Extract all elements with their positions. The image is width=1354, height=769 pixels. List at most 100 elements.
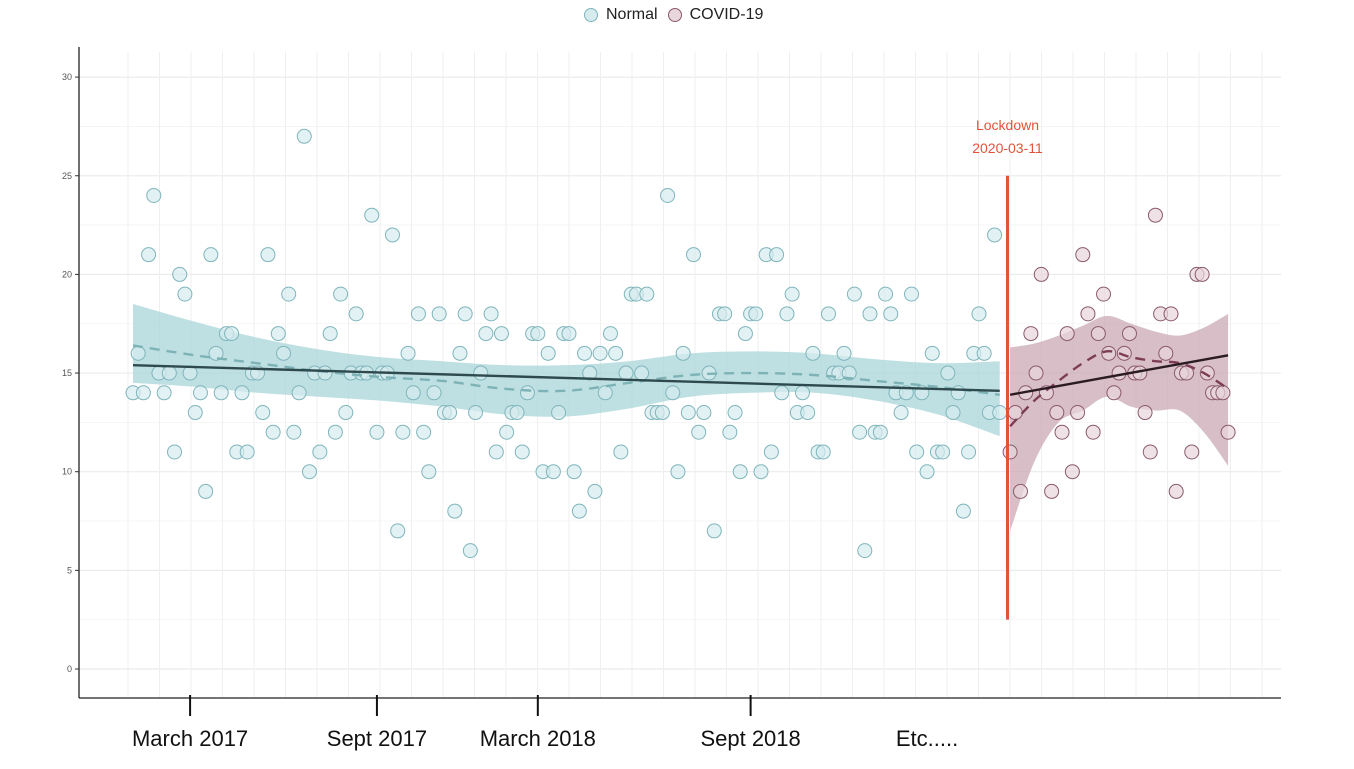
data-point-normal bbox=[587, 483, 603, 499]
data-point-normal bbox=[784, 286, 800, 302]
data-point-covid bbox=[1096, 286, 1112, 302]
data-point-normal bbox=[286, 424, 302, 440]
data-point-normal bbox=[301, 464, 317, 480]
x-category-labels: March 2017 Sept 2017 March 2018 Sept 2018 Et… bbox=[132, 695, 958, 751]
data-point-normal bbox=[187, 405, 203, 421]
data-point-normal bbox=[322, 326, 338, 342]
y-tick-label: 10 bbox=[62, 467, 72, 477]
data-point-normal bbox=[224, 326, 240, 342]
data-point-normal bbox=[893, 405, 909, 421]
data-point-normal bbox=[769, 247, 785, 263]
data-point-normal bbox=[327, 424, 343, 440]
data-point-normal bbox=[192, 385, 208, 401]
data-point-covid bbox=[1023, 326, 1039, 342]
data-point-covid bbox=[1007, 405, 1023, 421]
legend-item-normal[interactable]: Normal bbox=[584, 6, 658, 24]
data-point-normal bbox=[639, 286, 655, 302]
data-point-normal bbox=[722, 424, 738, 440]
data-point-normal bbox=[213, 385, 229, 401]
data-point-normal bbox=[410, 306, 426, 322]
data-point-normal bbox=[665, 385, 681, 401]
data-point-covid bbox=[1012, 483, 1028, 499]
data-point-normal bbox=[545, 464, 561, 480]
data-point-normal bbox=[976, 345, 992, 361]
data-point-normal bbox=[945, 405, 961, 421]
data-point-normal bbox=[862, 306, 878, 322]
legend-label-normal: Normal bbox=[606, 6, 658, 23]
data-points bbox=[125, 128, 1236, 559]
data-point-normal bbox=[800, 405, 816, 421]
data-point-covid bbox=[1137, 405, 1153, 421]
data-point-normal bbox=[395, 424, 411, 440]
data-point-normal bbox=[774, 385, 790, 401]
data-point-normal bbox=[872, 424, 888, 440]
data-point-normal bbox=[680, 405, 696, 421]
data-point-normal bbox=[468, 405, 484, 421]
data-point-covid bbox=[1070, 405, 1086, 421]
data-point-normal bbox=[493, 326, 509, 342]
data-point-normal bbox=[904, 286, 919, 302]
data-point-covid bbox=[1199, 365, 1215, 381]
legend-key-normal bbox=[584, 8, 598, 22]
data-point-normal bbox=[369, 424, 385, 440]
y-ticks: 0 5 10 15 20 25 30 bbox=[62, 72, 79, 674]
data-point-normal bbox=[203, 247, 219, 263]
lockdown-label: Lockdown bbox=[976, 117, 1039, 133]
data-point-covid bbox=[1085, 424, 1101, 440]
data-point-covid bbox=[1080, 306, 1096, 322]
data-point-covid bbox=[1049, 405, 1065, 421]
data-point-normal bbox=[857, 543, 873, 559]
data-point-normal bbox=[597, 385, 613, 401]
data-point-normal bbox=[141, 247, 157, 263]
data-point-normal bbox=[551, 405, 567, 421]
data-point-normal bbox=[130, 345, 146, 361]
data-point-normal bbox=[452, 345, 468, 361]
data-point-normal bbox=[763, 444, 779, 460]
x-category-label: Sept 2017 bbox=[327, 726, 427, 751]
legend-item-covid[interactable]: COVID-19 bbox=[667, 6, 763, 24]
data-point-normal bbox=[779, 306, 795, 322]
data-point-normal bbox=[566, 464, 582, 480]
data-point-covid bbox=[1090, 326, 1106, 342]
data-point-normal bbox=[296, 128, 312, 144]
y-tick-label: 20 bbox=[62, 269, 72, 279]
data-point-normal bbox=[935, 444, 951, 460]
data-point-normal bbox=[291, 385, 307, 401]
data-point-covid bbox=[1163, 306, 1179, 322]
data-point-normal bbox=[987, 227, 1003, 243]
data-point-normal bbox=[571, 503, 587, 519]
data-point-covid bbox=[1044, 483, 1060, 499]
data-point-normal bbox=[805, 345, 821, 361]
data-point-normal bbox=[992, 405, 1008, 421]
data-point-covid bbox=[1142, 444, 1158, 460]
data-point-normal bbox=[732, 464, 748, 480]
x-category-label: Sept 2018 bbox=[700, 726, 800, 751]
data-point-normal bbox=[499, 424, 515, 440]
data-point-normal bbox=[416, 424, 432, 440]
legend: Normal COVID-19 bbox=[584, 6, 773, 24]
data-point-covid bbox=[1158, 345, 1174, 361]
data-point-normal bbox=[281, 286, 297, 302]
data-point-normal bbox=[634, 365, 650, 381]
data-point-covid bbox=[1194, 266, 1210, 282]
data-point-normal bbox=[265, 424, 281, 440]
x-category-label: Etc..... bbox=[896, 726, 958, 751]
data-point-normal bbox=[753, 464, 769, 480]
data-point-covid bbox=[1101, 345, 1117, 361]
data-point-covid bbox=[1064, 464, 1080, 480]
data-point-normal bbox=[473, 365, 489, 381]
data-point-covid bbox=[1184, 444, 1200, 460]
data-point-normal bbox=[691, 424, 707, 440]
data-point-normal bbox=[161, 365, 177, 381]
linear-fit-covid bbox=[1009, 354, 1229, 396]
data-point-covid bbox=[1121, 326, 1137, 342]
data-point-normal bbox=[613, 444, 629, 460]
data-point-normal bbox=[364, 207, 380, 223]
data-point-normal bbox=[177, 286, 193, 302]
data-point-normal bbox=[940, 365, 956, 381]
data-point-normal bbox=[602, 326, 618, 342]
lockdown-annotation: Lockdown 2020-03-11 bbox=[972, 117, 1043, 620]
data-point-normal bbox=[878, 286, 894, 302]
data-point-normal bbox=[333, 286, 349, 302]
data-point-normal bbox=[156, 385, 172, 401]
